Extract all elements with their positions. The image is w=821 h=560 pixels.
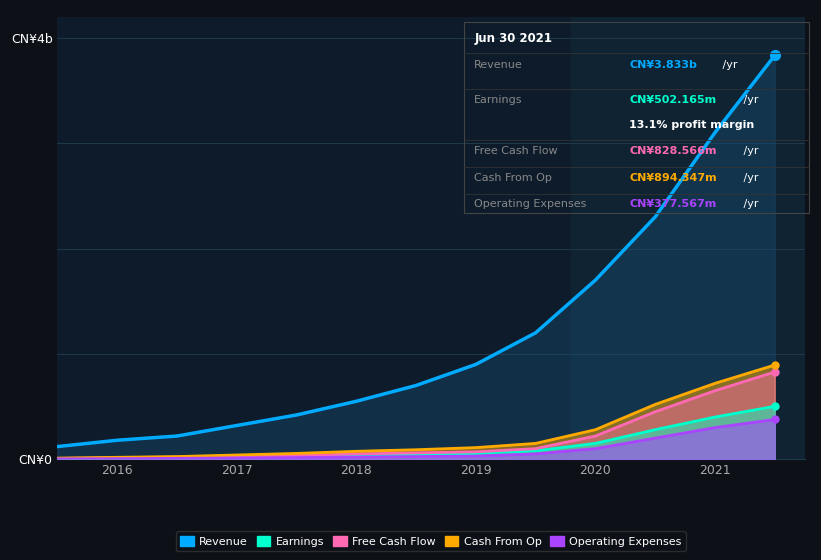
Text: CN¥894.347m: CN¥894.347m	[630, 173, 717, 183]
Text: Jun 30 2021: Jun 30 2021	[475, 32, 553, 45]
Text: /yr: /yr	[740, 199, 759, 209]
Legend: Revenue, Earnings, Free Cash Flow, Cash From Op, Operating Expenses: Revenue, Earnings, Free Cash Flow, Cash …	[176, 531, 686, 551]
Bar	[571, 17, 805, 459]
Text: CN¥377.567m: CN¥377.567m	[630, 199, 717, 209]
Text: /yr: /yr	[740, 146, 759, 156]
Text: CN¥3.833b: CN¥3.833b	[630, 60, 697, 71]
Text: Free Cash Flow: Free Cash Flow	[475, 146, 557, 156]
Text: Revenue: Revenue	[475, 60, 523, 71]
Text: Cash From Op: Cash From Op	[475, 173, 552, 183]
Text: 13.1% profit margin: 13.1% profit margin	[630, 119, 754, 129]
Text: CN¥828.566m: CN¥828.566m	[630, 146, 717, 156]
Text: Operating Expenses: Operating Expenses	[475, 199, 586, 209]
Text: Earnings: Earnings	[475, 95, 523, 105]
Text: /yr: /yr	[719, 60, 737, 71]
Text: /yr: /yr	[740, 173, 759, 183]
Text: /yr: /yr	[740, 95, 759, 105]
Text: CN¥502.165m: CN¥502.165m	[630, 95, 717, 105]
